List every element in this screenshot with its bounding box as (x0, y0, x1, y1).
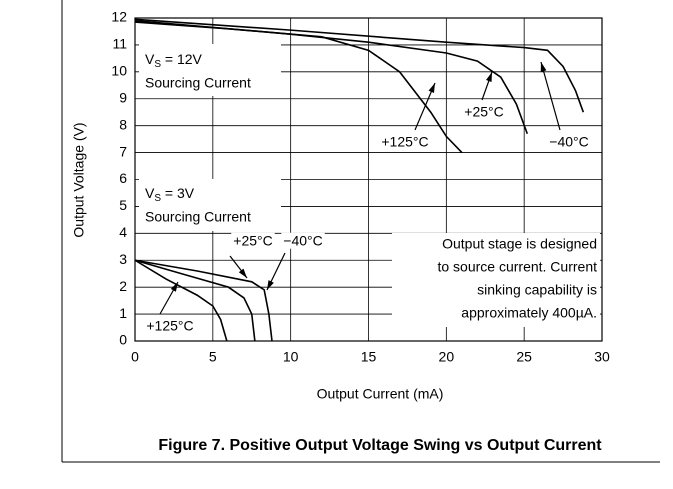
series-label: +125°C (381, 134, 428, 150)
y-tick-label: 12 (111, 9, 127, 25)
y-tick-label: 11 (112, 36, 127, 52)
series-label: +25°C (233, 233, 272, 249)
annotation-rest: = 3V (161, 185, 195, 201)
curve (134, 19, 529, 135)
y-tick-label: 0 (119, 332, 127, 348)
arrow-head (238, 268, 247, 278)
annotation: Sourcing Current (145, 75, 251, 91)
x-tick-label: 0 (131, 349, 139, 365)
annotation-box (139, 44, 281, 96)
curve (134, 259, 228, 342)
arrow-head (486, 72, 492, 82)
curve (134, 259, 273, 342)
y-tick-label: 10 (111, 63, 127, 79)
arrow-head (170, 282, 178, 292)
annotation-sub: S (154, 193, 161, 204)
note: Output stage is designed (442, 236, 597, 252)
series-label: −40°C (283, 233, 322, 249)
label-bg (462, 103, 506, 120)
annotation-v: V (145, 51, 155, 67)
annotation-box (139, 179, 281, 231)
label-bg (379, 133, 431, 150)
arrow-head (267, 280, 274, 290)
annotation: VS = 12V (145, 51, 203, 70)
y-tick-label: 4 (119, 224, 127, 240)
y-tick-label: 1 (119, 305, 127, 321)
annotation-box (392, 233, 600, 327)
y-tick-label: 2 (119, 278, 127, 294)
y-tick-label: 7 (119, 143, 127, 159)
note: approximately 400µA. (461, 305, 597, 321)
y-tick-label: 5 (119, 197, 127, 213)
note: to source current. Current (437, 259, 597, 275)
x-axis-label: Output Current (mA) (317, 386, 444, 402)
label-bg (231, 232, 275, 249)
x-tick-label: 5 (209, 349, 217, 365)
label-bg (547, 133, 591, 150)
annotation: VS = 3V (145, 185, 195, 204)
x-tick-label: 20 (439, 349, 455, 365)
y-tick-label: 8 (119, 116, 127, 132)
annotation-v: V (145, 185, 155, 201)
annotation-rest: = 12V (161, 51, 203, 67)
x-tick-label: 25 (516, 349, 532, 365)
curve (134, 18, 585, 113)
series-label: −40°C (549, 134, 588, 150)
x-tick-label: 10 (283, 349, 299, 365)
annotation-sub: S (154, 59, 161, 70)
arrow-head (540, 62, 547, 72)
x-tick-label: 30 (594, 349, 610, 365)
annotation: Sourcing Current (145, 209, 251, 225)
series-label: +25°C (464, 104, 503, 120)
series-label: +125°C (146, 318, 193, 334)
curve (134, 259, 256, 342)
y-axis-label: Output Voltage (V) (71, 122, 87, 237)
plot-frame (134, 17, 603, 342)
label-bg (281, 232, 325, 249)
caption: Figure 7. Positive Output Voltage Swing … (158, 437, 602, 454)
arrow (540, 61, 561, 131)
arrow-head (428, 83, 435, 93)
y-tick-label: 9 (119, 89, 127, 105)
y-tick-label: 3 (119, 251, 127, 267)
x-tick-label: 15 (361, 349, 377, 365)
y-tick-label: 6 (119, 170, 127, 186)
label-bg (144, 317, 196, 334)
note: sinking capability is (477, 282, 597, 298)
